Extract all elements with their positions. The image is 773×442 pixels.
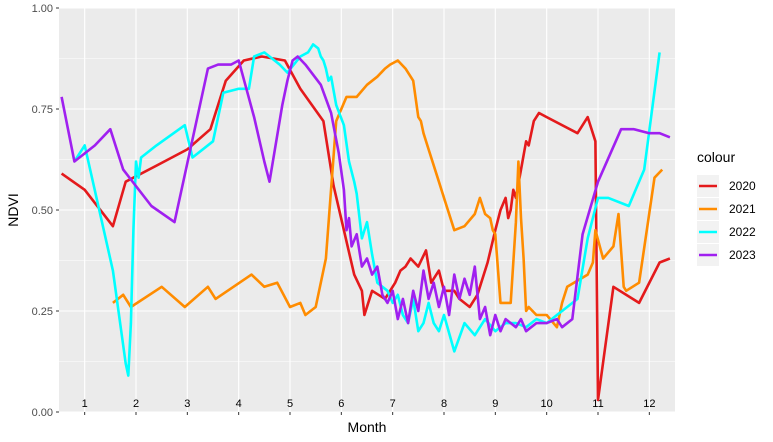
month-label: 8 xyxy=(441,398,447,410)
month-label: 5 xyxy=(287,398,293,410)
series-lines xyxy=(60,43,671,402)
month-label: 9 xyxy=(492,398,498,410)
legend: colour 2020 2021 2022 2023 xyxy=(697,149,756,266)
x-axis-title: Month xyxy=(348,419,387,435)
month-label: 2 xyxy=(133,398,139,410)
series-line-2020 xyxy=(60,55,671,402)
month-label: 11 xyxy=(592,398,603,410)
y-axis: 0.00 0.25 0.50 0.75 1.00 xyxy=(32,3,59,419)
month-label: 12 xyxy=(643,398,655,410)
month-label: 6 xyxy=(338,398,344,410)
legend-label-2022: 2022 xyxy=(729,225,756,239)
y-tick-label: 0.50 xyxy=(32,205,53,217)
y-tick-label: 0.75 xyxy=(32,104,53,116)
legend-label-2021: 2021 xyxy=(729,202,756,216)
series-line-2023 xyxy=(60,55,671,337)
y-tick-label: 1.00 xyxy=(32,3,53,15)
legend-items: 2020 2021 2022 2023 xyxy=(697,175,756,266)
gridlines xyxy=(59,7,675,413)
month-label: 4 xyxy=(236,398,242,410)
legend-label-2020: 2020 xyxy=(729,179,756,193)
month-label: 10 xyxy=(541,398,553,410)
month-label: 7 xyxy=(390,398,396,410)
x-axis xyxy=(84,412,650,415)
legend-label-2023: 2023 xyxy=(729,248,756,262)
legend-title: colour xyxy=(697,149,735,165)
y-tick-label: 0.25 xyxy=(32,306,53,318)
month-label: 3 xyxy=(184,398,190,410)
month-label: 1 xyxy=(82,398,88,410)
month-labels: 1 2 3 4 5 6 7 8 9 10 11 12 xyxy=(82,398,656,410)
y-tick-label: 0.00 xyxy=(32,407,53,419)
y-axis-title: NDVI xyxy=(5,193,21,226)
